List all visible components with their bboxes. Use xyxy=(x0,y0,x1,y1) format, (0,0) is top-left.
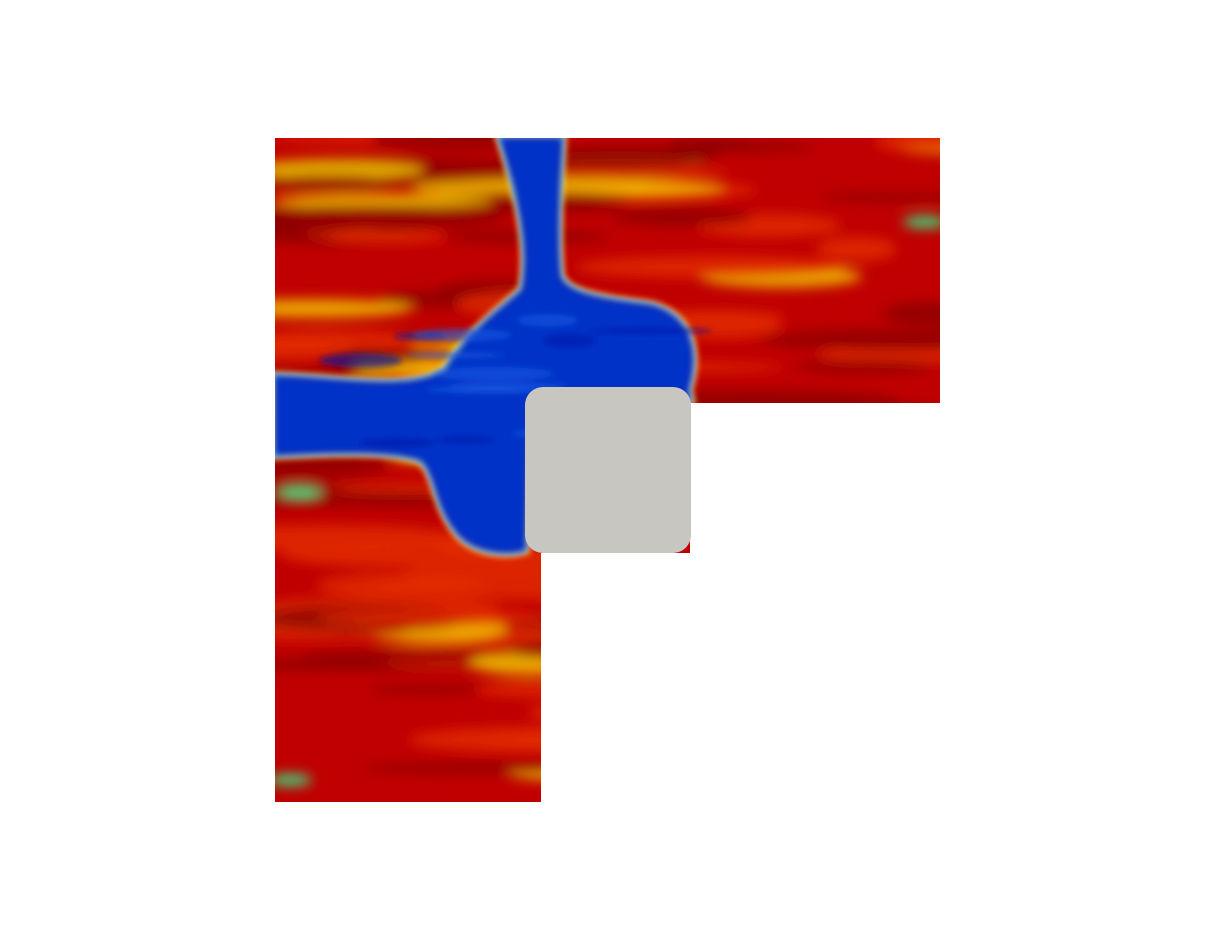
field-streak xyxy=(882,301,940,326)
field-streak xyxy=(506,637,819,663)
field-streak xyxy=(566,572,764,582)
field-streak xyxy=(816,236,897,262)
field-streak xyxy=(401,563,620,587)
field-streak xyxy=(362,762,586,774)
field-streak xyxy=(794,440,932,461)
field-streak xyxy=(409,726,655,753)
field-streak xyxy=(538,167,730,179)
field-streak xyxy=(819,192,940,203)
field-streak xyxy=(875,564,940,587)
field-streak xyxy=(814,666,940,676)
field-streak xyxy=(730,623,940,650)
field-streak xyxy=(668,138,753,149)
low-value-channel xyxy=(275,138,712,558)
field-streak xyxy=(874,138,940,152)
field-streak xyxy=(765,662,940,675)
field-streak xyxy=(275,458,388,478)
field-streak xyxy=(275,335,355,361)
field-streak xyxy=(665,478,873,499)
field-streak xyxy=(795,360,936,374)
field-streak xyxy=(275,524,468,552)
field-streak xyxy=(275,176,393,191)
field-streak xyxy=(789,431,940,451)
field-streak xyxy=(476,681,600,697)
field-streak xyxy=(727,598,874,618)
field-streak xyxy=(708,624,940,644)
field-streak xyxy=(528,703,635,722)
scalar-field xyxy=(275,138,940,802)
field-streak xyxy=(724,489,940,511)
field-spot xyxy=(278,486,322,498)
field-streak xyxy=(764,403,940,425)
field-streak xyxy=(610,208,752,226)
field-streak xyxy=(633,769,860,784)
field-spot xyxy=(903,216,940,228)
field-streak xyxy=(723,565,836,578)
square-obstacle xyxy=(525,387,691,553)
field-streak xyxy=(664,742,769,755)
field-streak xyxy=(367,685,488,694)
field-streak xyxy=(275,158,425,181)
field-streak xyxy=(673,411,922,435)
field-streak xyxy=(275,193,494,209)
field-streak xyxy=(784,572,940,596)
field-streak xyxy=(575,255,846,278)
field-streak xyxy=(760,328,940,351)
field-spot xyxy=(275,774,312,786)
field-streak xyxy=(815,609,908,625)
field-streak xyxy=(318,609,551,626)
field-streak xyxy=(275,205,506,230)
field-streak xyxy=(746,428,940,446)
field-streak xyxy=(275,299,413,318)
field-streak xyxy=(744,787,853,802)
field-streak xyxy=(325,229,446,244)
field-streak xyxy=(855,545,940,558)
field-streak xyxy=(775,741,940,765)
field-streak xyxy=(739,430,926,444)
field-streak xyxy=(741,498,893,523)
field-streak xyxy=(819,509,920,521)
